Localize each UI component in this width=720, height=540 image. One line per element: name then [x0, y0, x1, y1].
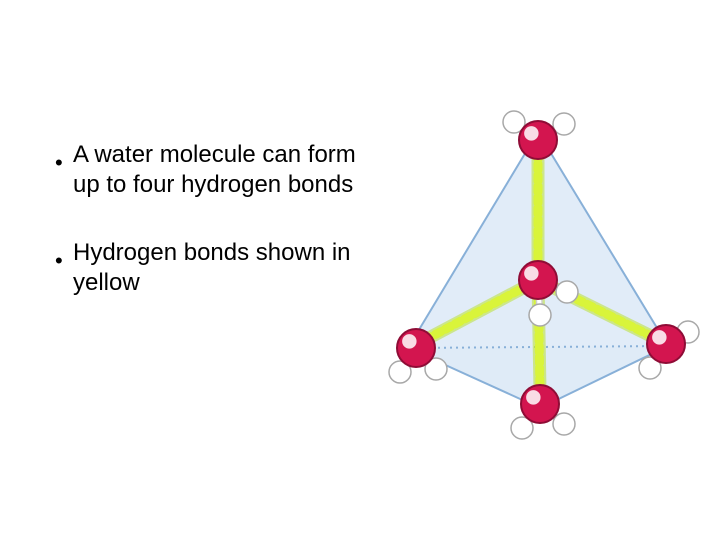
- bullet-list: A water molecule can form up to four hyd…: [55, 140, 365, 336]
- slide: { "bullets": [ { "text": "A water molecu…: [0, 0, 720, 540]
- bullet-icon: [55, 250, 63, 273]
- bullet-text: A water molecule can form up to four hyd…: [73, 140, 365, 200]
- diagram-svg: [370, 110, 700, 450]
- list-item: Hydrogen bonds shown in yellow: [55, 238, 365, 298]
- molecule-diagram: [370, 110, 700, 450]
- list-item: A water molecule can form up to four hyd…: [55, 140, 365, 200]
- bullet-text: Hydrogen bonds shown in yellow: [73, 238, 365, 298]
- bullet-icon: [55, 152, 63, 175]
